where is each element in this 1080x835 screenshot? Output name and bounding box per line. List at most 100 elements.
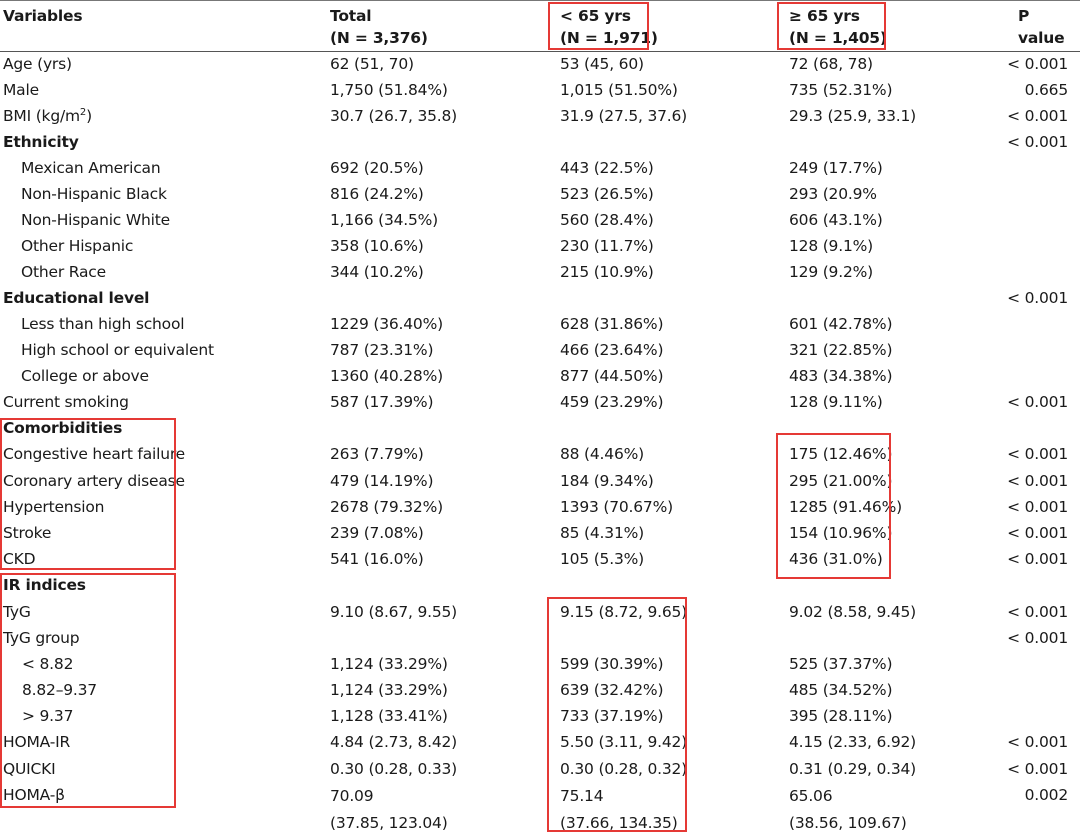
- cell-total-value: 4.84 (2.73, 8.42): [330, 733, 458, 751]
- cell-65-plus: 154 (10.96%): [789, 523, 893, 543]
- row-label: Ethnicity: [3, 132, 79, 152]
- cell-65-plus-value: 65.06: [789, 787, 833, 805]
- cell-p-value-value: < 0.001: [1007, 629, 1068, 647]
- row-label-text: Other Race: [21, 263, 106, 281]
- cell-under-65: 877 (44.50%): [560, 366, 664, 386]
- cell-total: 1,124 (33.29%): [330, 680, 448, 700]
- row-label: IR indices: [3, 575, 86, 595]
- highlight-box-65-plus-header: [777, 2, 886, 50]
- highlight-box-comorbidities: [0, 418, 176, 570]
- row-label-text: Other Hispanic: [21, 237, 134, 255]
- cell-65-plus: 735 (52.31%): [789, 80, 893, 100]
- cell-under-65-value: 230 (11.7%): [560, 237, 654, 255]
- highlight-box-ir-indices-under-65: [547, 597, 687, 832]
- row-label: Hypertension: [3, 497, 105, 517]
- table-row: Comorbidities: [0, 416, 1080, 442]
- cell-65-plus-value: 735 (52.31%): [789, 81, 893, 99]
- row-label-text: 8.82–9.37: [22, 681, 97, 699]
- cell-65-plus-value: 129 (9.2%): [789, 263, 873, 281]
- row-label-text: TyG: [3, 603, 31, 621]
- cell-under-65-value-line2: (37.66, 134.35): [560, 814, 678, 832]
- cell-total: 344 (10.2%): [330, 262, 424, 282]
- cell-under-65: 75.14 (37.66, 134.35): [560, 785, 678, 835]
- cell-total: 70.09 (37.85, 123.04): [330, 785, 448, 835]
- header-p-value: P value: [1018, 5, 1065, 49]
- table-row: Stroke 239 (7.08%) 85 (4.31%) 154 (10.96%) <…: [0, 521, 1080, 547]
- cell-65-plus: 395 (28.11%): [789, 706, 893, 726]
- cell-under-65-value: 877 (44.50%): [560, 367, 664, 385]
- cell-total-value: 692 (20.5%): [330, 159, 424, 177]
- cell-p-value-value: < 0.001: [1007, 550, 1068, 568]
- table-row: Coronary artery disease 479 (14.19%) 184 (…: [0, 469, 1080, 495]
- row-label-text: Comorbidities: [3, 419, 123, 437]
- row-label-text: Non-Hispanic White: [21, 211, 170, 229]
- table-row: Congestive heart failure 263 (7.79%) 88 (4…: [0, 442, 1080, 468]
- cell-total: 816 (24.2%): [330, 184, 424, 204]
- cell-total: 479 (14.19%): [330, 471, 434, 491]
- cell-total: 4.84 (2.73, 8.42): [330, 732, 457, 752]
- table-row: BMI (kg/m2) 30.7 (26.7, 35.8) 31.9 (27.5, …: [0, 104, 1080, 130]
- cell-65-plus-value: 321 (22.85%): [789, 341, 893, 359]
- cell-under-65: 560 (28.4%): [560, 210, 654, 230]
- cell-under-65: 88 (4.46%): [560, 444, 644, 464]
- table-row: Other Race 344 (10.2%) 215 (10.9%) 129 (9.2…: [0, 260, 1080, 286]
- header-under-65-label: < 65 yrs: [560, 7, 631, 25]
- cell-total: 62 (51, 70): [330, 54, 414, 74]
- cell-p-value: < 0.001: [1007, 732, 1068, 752]
- table-row: Non-Hispanic Black 816 (24.2%) 523 (26.5%)…: [0, 182, 1080, 208]
- cell-total-value: 541 (16.0%): [330, 550, 424, 568]
- cell-65-plus-value: 395 (28.11%): [789, 707, 893, 725]
- cell-65-plus: 128 (9.11%): [789, 392, 883, 412]
- row-label-text: Mexican American: [21, 159, 161, 177]
- cell-p-value: < 0.001: [1007, 628, 1068, 648]
- cell-65-plus: 525 (37.37%): [789, 654, 893, 674]
- cell-65-plus-value: 1285 (91.46%): [789, 498, 902, 516]
- cell-under-65: 628 (31.86%): [560, 314, 664, 334]
- cell-65-plus: 128 (9.1%): [789, 236, 873, 256]
- cell-total-value: 1,166 (34.5%): [330, 211, 439, 229]
- cell-total: 1,166 (34.5%): [330, 210, 438, 230]
- row-label-text: Male: [3, 81, 39, 99]
- cell-p-value-value: 0.002: [1024, 786, 1069, 804]
- header-total-n: (N = 3,376): [330, 29, 428, 47]
- cell-p-value: < 0.001: [1007, 132, 1068, 152]
- cell-65-plus-value: 128 (9.11%): [789, 393, 883, 411]
- row-label: College or above: [21, 366, 149, 386]
- row-label: BMI (kg/m2): [3, 106, 92, 126]
- header-total: Total (N = 3,376): [330, 5, 428, 49]
- cell-under-65: 53 (45, 60): [560, 54, 644, 74]
- cell-total: 263 (7.79%): [330, 444, 424, 464]
- row-label: Mexican American: [21, 158, 161, 178]
- row-label-text: < 8.82: [22, 655, 74, 673]
- cell-total: 1,128 (33.41%): [330, 706, 448, 726]
- cell-total-value: 1,124 (33.29%): [330, 655, 448, 673]
- table-row: HOMA-IR 4.84 (2.73, 8.42) 5.50 (3.11, 9.42…: [0, 730, 1080, 756]
- row-label-text: Coronary artery disease: [3, 472, 185, 490]
- table-row: Ethnicity < 0.001: [0, 130, 1080, 156]
- cell-total-value: 263 (7.79%): [330, 445, 424, 463]
- row-label: QUICKI: [3, 759, 56, 779]
- table-row: Non-Hispanic White 1,166 (34.5%) 560 (28.4…: [0, 208, 1080, 234]
- cell-total-value: 0.30 (0.28, 0.33): [330, 760, 458, 778]
- cell-65-plus-value: 606 (43.1%): [789, 211, 883, 229]
- cell-65-plus-value: 249 (17.7%): [789, 159, 883, 177]
- cell-65-plus-value: 0.31 (0.29, 0.34): [789, 760, 917, 778]
- cell-total: 787 (23.31%): [330, 340, 434, 360]
- cell-total: 541 (16.0%): [330, 549, 424, 569]
- table-top-rule: [0, 0, 1080, 1]
- cell-under-65: 1,015 (51.50%): [560, 80, 678, 100]
- row-label: > 9.37: [22, 706, 73, 726]
- header-bottom-rule: [0, 51, 1080, 52]
- row-label: < 8.82: [22, 654, 73, 674]
- cell-total-value: 1,124 (33.29%): [330, 681, 448, 699]
- cell-65-plus: 293 (20.9%: [789, 184, 877, 204]
- cell-under-65-value: 105 (5.3%): [560, 550, 644, 568]
- row-label-text: Hypertension: [3, 498, 105, 516]
- cell-under-65-value: 184 (9.34%): [560, 472, 654, 490]
- row-label: Less than high school: [21, 314, 185, 334]
- row-label: Other Hispanic: [21, 236, 133, 256]
- cell-65-plus-value: 4.15 (2.33, 6.92): [789, 733, 917, 751]
- row-label: HOMA-IR: [3, 732, 70, 752]
- cell-total: 239 (7.08%): [330, 523, 424, 543]
- row-label-text: HOMA-IR: [3, 733, 71, 751]
